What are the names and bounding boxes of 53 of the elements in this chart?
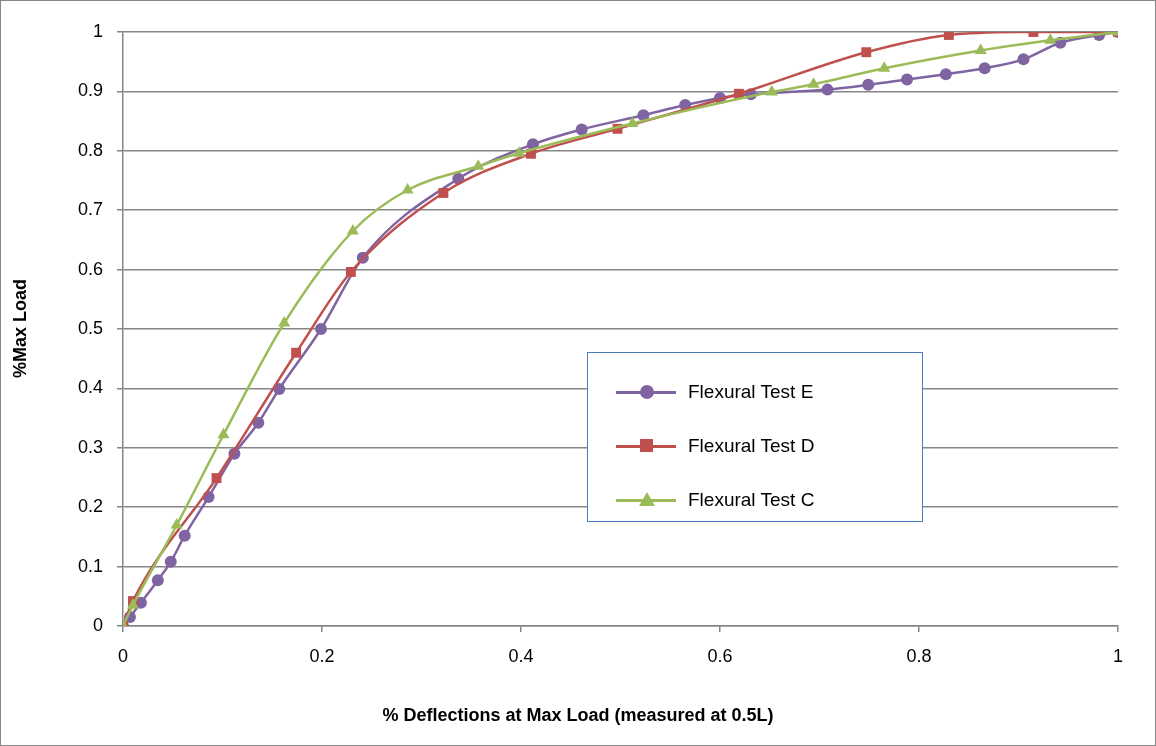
point <box>345 267 356 277</box>
point <box>164 555 177 568</box>
point <box>862 78 875 91</box>
legend-label: Flexural Test D <box>688 435 815 457</box>
y-tick-label: 0.2 <box>77 496 103 517</box>
y-tick-label: 1 <box>92 20 103 41</box>
x-tick-label: 0.4 <box>508 645 534 666</box>
point <box>939 68 952 81</box>
y-tick-label: 0 <box>92 614 103 635</box>
x-axis-title: % Deflections at Max Load (measured at 0.5L) <box>381 705 775 726</box>
point <box>315 323 328 335</box>
point <box>346 223 359 235</box>
point <box>401 183 414 194</box>
point <box>821 83 834 96</box>
point <box>974 43 987 54</box>
x-tick-label: 0.2 <box>309 645 335 666</box>
point <box>878 61 891 72</box>
y-tick-label: 0.7 <box>77 199 103 220</box>
point <box>178 529 191 542</box>
point <box>252 416 265 429</box>
point <box>1017 53 1030 66</box>
y-tick-label: 0.4 <box>77 377 103 398</box>
y-tick-label: 0.5 <box>77 317 103 338</box>
point <box>291 347 302 358</box>
point <box>211 473 222 484</box>
x-tick-label: 1 <box>1112 645 1124 666</box>
point <box>626 116 639 127</box>
point <box>978 62 991 75</box>
point <box>1044 33 1057 44</box>
point <box>765 84 778 96</box>
point <box>861 47 872 58</box>
point <box>217 427 230 439</box>
x-tick-label: 0.8 <box>906 645 932 666</box>
y-tick-label: 0.9 <box>77 80 103 101</box>
point <box>807 77 820 88</box>
y-tick-label: 0.3 <box>77 436 103 457</box>
point <box>151 574 164 587</box>
y-axis-title: %Max Load <box>9 278 31 380</box>
legend-label: Flexural Test C <box>688 489 815 511</box>
point <box>472 159 485 170</box>
point <box>943 32 954 40</box>
point <box>512 146 526 157</box>
y-tick-label: 0.1 <box>77 555 103 576</box>
point <box>278 316 291 327</box>
legend-label: Flexural Test E <box>688 381 814 403</box>
y-tick-label: 0.8 <box>77 139 103 160</box>
y-tick-label: 0.6 <box>77 258 103 279</box>
point <box>575 123 588 136</box>
point <box>170 518 183 529</box>
point <box>438 188 449 198</box>
x-tick-label: 0.6 <box>707 645 733 666</box>
point <box>901 73 914 86</box>
x-tick-label: 0 <box>117 645 129 666</box>
